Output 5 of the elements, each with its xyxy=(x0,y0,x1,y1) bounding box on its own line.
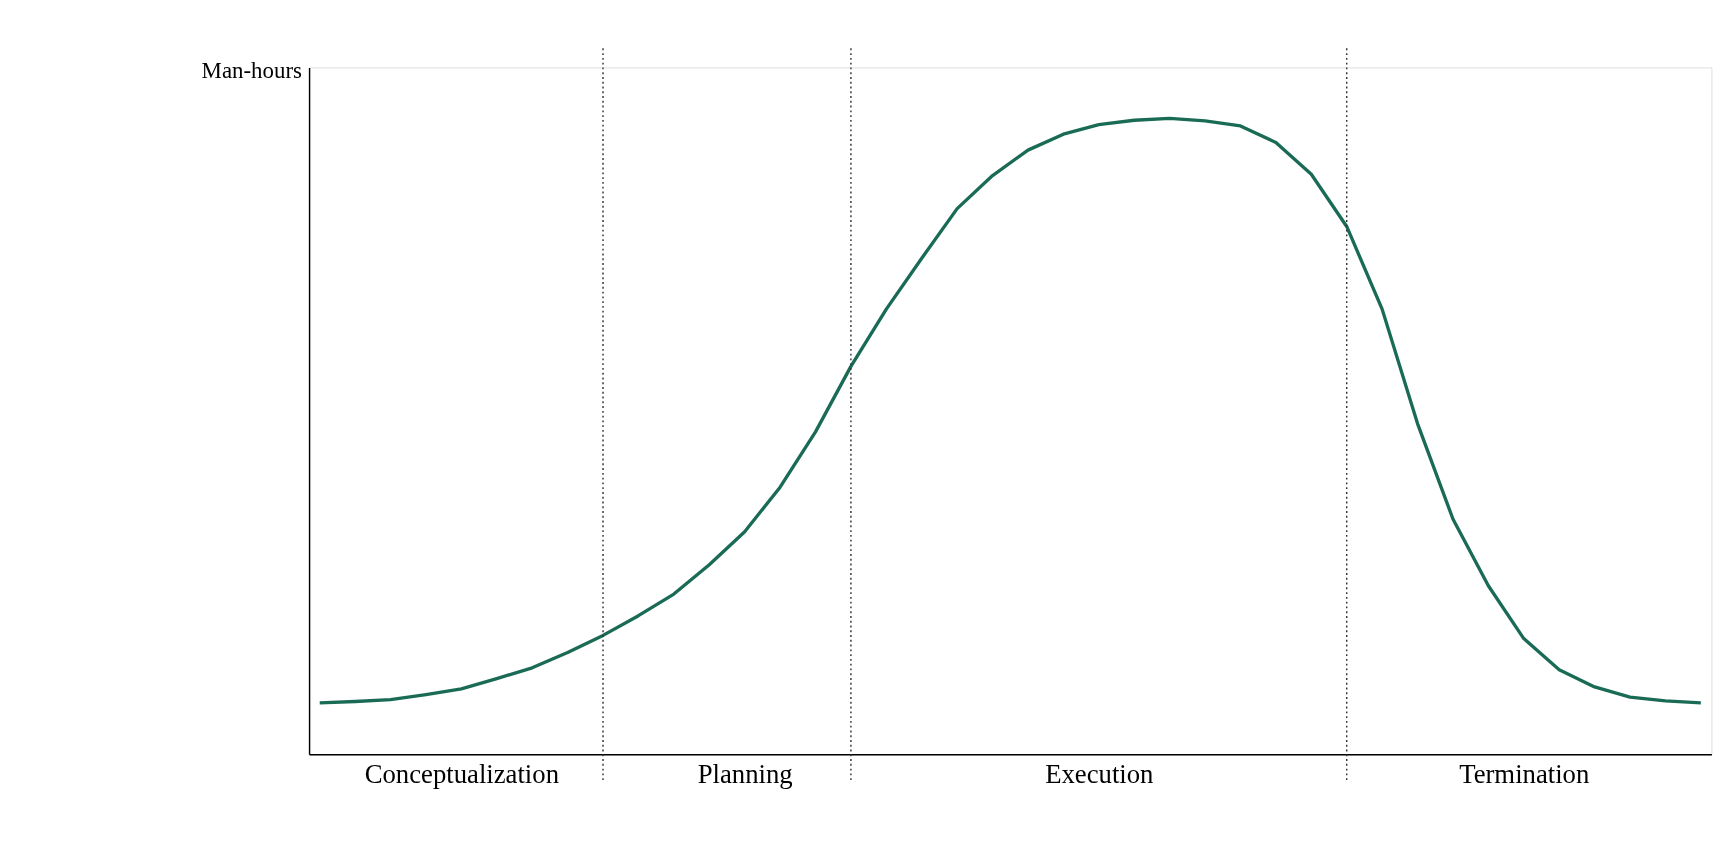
x-tick-label: Conceptualization xyxy=(364,759,559,790)
y-axis-title: Man-hours xyxy=(201,58,303,84)
x-tick-label: Termination xyxy=(1459,759,1590,790)
x-tick-label: Planning xyxy=(697,759,793,790)
x-tick-label: Execution xyxy=(1045,759,1154,790)
